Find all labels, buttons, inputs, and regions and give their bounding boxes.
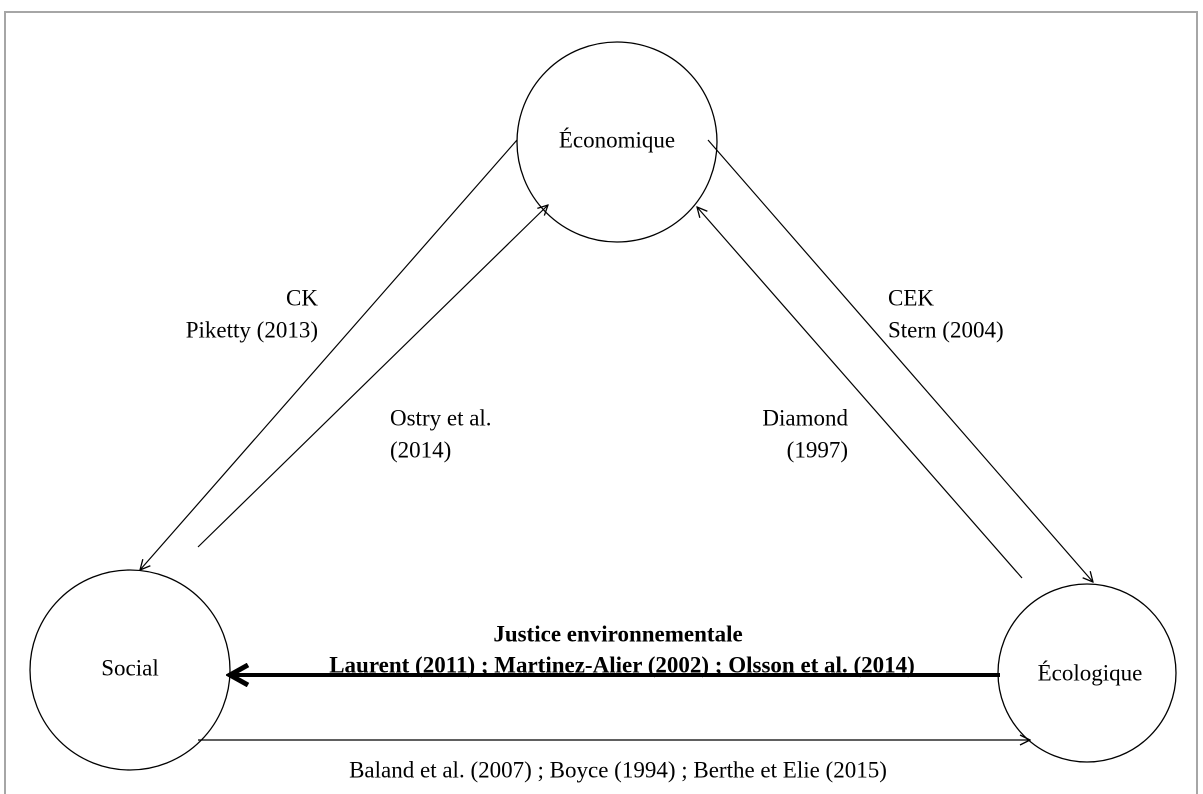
edge-label: (1997): [787, 437, 848, 462]
frame: [4, 11, 1198, 794]
edge-label: Piketty (2013): [186, 317, 318, 342]
edge-label: Baland et al. (2007) ; Boyce (1994) ; Be…: [349, 757, 887, 782]
node-circle: [516, 41, 718, 243]
edge-label: CEK: [888, 285, 934, 310]
edge-label: CK: [286, 285, 318, 310]
arrow: [697, 207, 1023, 579]
node-label: Social: [101, 655, 159, 680]
edge-label: Ostry et al.: [390, 405, 492, 430]
node-label: Économique: [559, 127, 675, 152]
edge-label: (2014): [390, 437, 451, 462]
edge-label: Justice environnementale: [493, 621, 742, 646]
edge-label: Stern (2004): [888, 317, 1004, 342]
arrow: [140, 139, 518, 570]
edge-label: Laurent (2011) ; Martinez-Alier (2002) ;…: [329, 652, 915, 677]
arrow: [707, 139, 1093, 582]
node-label: Écologique: [1038, 660, 1143, 685]
arrow: [197, 205, 548, 548]
edge-label: Diamond: [762, 405, 848, 430]
